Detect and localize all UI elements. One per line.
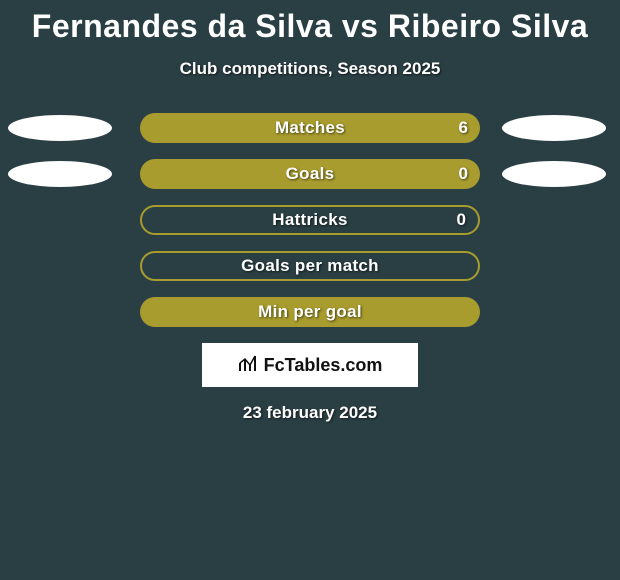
player2-name: Ribeiro Silva [388,8,588,44]
logo-text: FcTables.com [264,355,383,376]
page-title: Fernandes da Silva vs Ribeiro Silva [0,0,620,45]
stat-label: Min per goal [258,302,362,322]
stat-rows: Matches 6 Goals 0 Hattricks 0 Goals per match M… [0,113,620,327]
subtitle: Club competitions, Season 2025 [0,59,620,79]
stat-label: Hattricks [272,210,347,230]
date-text: 23 february 2025 [0,403,620,423]
logo-suffix: .com [340,355,382,375]
stat-bar: Goals per match [140,251,480,281]
player2-marker [502,161,606,187]
player1-name: Fernandes da Silva [32,8,333,44]
stat-label: Goals per match [241,256,379,276]
stat-label: Goals [286,164,335,184]
stat-label: Matches [275,118,345,138]
stat-row: Min per goal [0,297,620,327]
stat-row: Matches 6 [0,113,620,143]
stat-bar: Goals 0 [140,159,480,189]
bar-chart-icon [238,353,260,378]
vs-separator: vs [342,8,379,44]
player1-marker [8,161,112,187]
stat-value: 6 [459,118,468,138]
stat-value: 0 [457,210,466,230]
stat-row: Hattricks 0 [0,205,620,235]
stat-row: Goals per match [0,251,620,281]
stat-bar: Matches 6 [140,113,480,143]
stat-bar: Hattricks 0 [140,205,480,235]
stat-row: Goals 0 [0,159,620,189]
stat-value: 0 [459,164,468,184]
logo-box: FcTables.com [202,343,418,387]
logo-prefix: Fc [264,355,285,375]
player1-marker [8,115,112,141]
player2-marker [502,115,606,141]
logo-main: Tables [285,355,341,375]
stat-bar: Min per goal [140,297,480,327]
